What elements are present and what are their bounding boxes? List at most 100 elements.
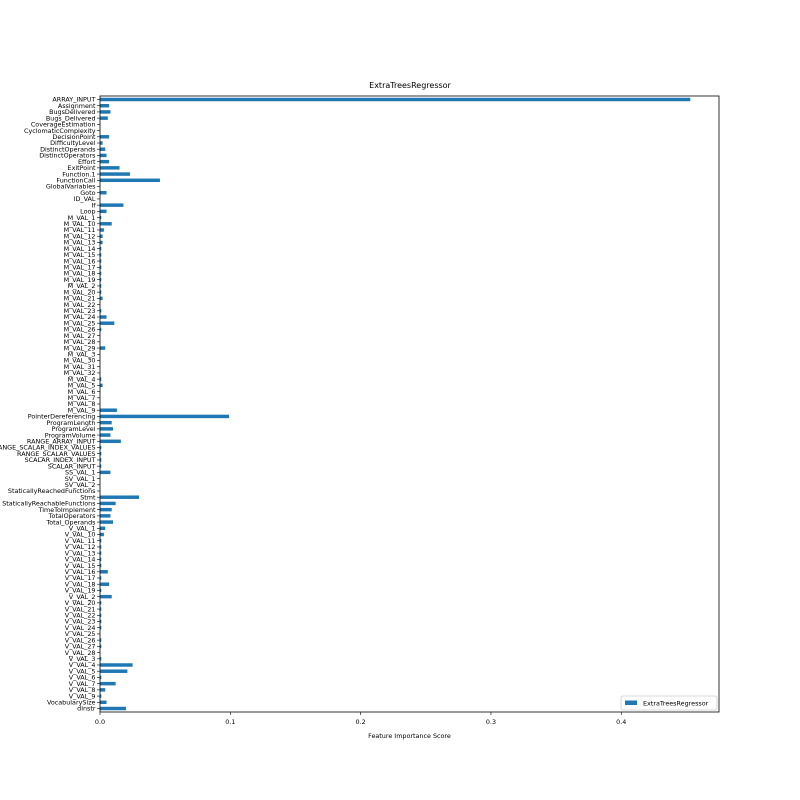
y-tick-label: TotalOperators — [48, 512, 97, 520]
y-tick-label: M_VAL_7 — [68, 394, 96, 402]
y-tick-label: Assignment — [58, 102, 96, 110]
y-tick-label: V_VAL_22 — [65, 611, 96, 619]
bar-m-val-19 — [100, 277, 102, 282]
bar-m-val-25 — [100, 321, 115, 325]
y-tick-label: DistinctOperands — [40, 145, 96, 153]
y-tick-label: M_VAL_2 — [68, 282, 96, 290]
y-tick-label: M_VAL_26 — [64, 326, 96, 334]
bar-v-val-24 — [100, 625, 102, 630]
bar-v-val-23 — [100, 619, 102, 624]
y-tick-label: M_VAL_1 — [68, 214, 96, 222]
y-tick-label: V_VAL_6 — [69, 674, 96, 682]
y-tick-label: M_VAL_15 — [64, 251, 96, 259]
bar-pointerdereferencing — [100, 414, 230, 419]
y-tick-label: M_VAL_21 — [64, 295, 96, 303]
legend-label: ExtraTreesRegressor — [643, 699, 709, 707]
y-tick-label: V_VAL_4 — [69, 661, 96, 669]
y-tick-label: SV_VAL_2 — [65, 481, 96, 489]
y-tick-label: V_VAL_23 — [65, 618, 96, 626]
bar-m-val-14 — [100, 246, 102, 251]
y-tick-label: V_VAL_3 — [69, 655, 96, 663]
bar-exitpoint — [100, 166, 120, 170]
bar-v-val-6 — [100, 675, 102, 680]
y-tick-label: M_VAL_12 — [64, 232, 96, 240]
y-tick-label: M_VAL_4 — [68, 375, 96, 383]
y-tick-label: dinstr — [77, 705, 96, 713]
y-tick-label: M_VAL_10 — [64, 220, 96, 228]
y-ticks-group: ARRAY_INPUTAssignmentBugsDeliveredBugs_D… — [0, 96, 100, 713]
bar-v-val-20 — [100, 601, 102, 605]
bar-v-val-14 — [100, 557, 102, 562]
y-tick-label: ProgramLength — [46, 419, 95, 427]
y-tick-label: M_VAL_22 — [64, 301, 96, 309]
y-tick-label: M_VAL_29 — [64, 344, 96, 352]
legend-swatch — [625, 700, 637, 705]
y-tick-label: M_VAL_28 — [64, 338, 96, 346]
y-tick-label: M_VAL_19 — [64, 276, 96, 284]
y-tick-label: Function.1 — [62, 170, 95, 178]
plot-frame — [99, 95, 720, 713]
y-tick-label: Loop — [80, 208, 95, 216]
y-tick-label: DecisionPoint — [52, 133, 96, 141]
y-tick-label: M_VAL_11 — [64, 226, 96, 234]
y-tick-label: V_VAL_27 — [65, 643, 96, 651]
y-tick-label: M_VAL_14 — [64, 245, 96, 253]
y-tick-label: V_VAL_1 — [69, 524, 96, 532]
x-tick-label: 0.1 — [225, 718, 235, 726]
bar-difficultylevel — [100, 141, 103, 145]
bar-decisionpoint — [100, 135, 110, 139]
y-tick-label: M_VAL_25 — [64, 319, 96, 327]
y-tick-label: V_VAL_16 — [65, 568, 96, 576]
y-tick-label: M_VAL_24 — [64, 313, 96, 321]
bar-ss-val-1 — [100, 470, 111, 475]
bar-v-val-13 — [100, 551, 102, 555]
bar-array-input — [100, 97, 691, 102]
y-tick-label: V_VAL_12 — [65, 543, 96, 551]
bar-m-val-16 — [100, 259, 102, 263]
y-tick-label: SS_VAL_1 — [65, 469, 95, 477]
y-tick-label: V_VAL_24 — [65, 624, 96, 632]
y-tick-label: V_VAL_13 — [65, 549, 96, 557]
y-tick-label: RANGE_ARRAY_INPUT — [27, 437, 96, 445]
bar-v-val-18 — [100, 582, 110, 586]
bar-m-val-1 — [100, 215, 102, 220]
bar-scalar-index-input — [100, 458, 102, 462]
bar-dinstr — [100, 706, 127, 711]
bar-v-val-2 — [100, 594, 112, 599]
bar-bugs-delivered — [100, 116, 108, 120]
bars-group — [100, 97, 691, 711]
x-tick-label: 0.0 — [95, 718, 105, 726]
bar-totaloperators — [100, 514, 111, 518]
y-tick-label: ProgramLevel — [52, 425, 96, 433]
y-tick-label: CyclomaticComplexity — [24, 127, 96, 135]
y-tick-label: M_VAL_31 — [64, 363, 96, 371]
y-tick-label: V_VAL_19 — [65, 587, 96, 595]
chart-title: ExtraTreesRegressor — [369, 81, 451, 90]
y-tick-label: M_VAL_16 — [64, 257, 96, 265]
x-tick-label: 0.2 — [356, 718, 366, 726]
y-tick-label: TimeToImplement — [38, 506, 96, 514]
bar-m-val-10 — [100, 222, 112, 226]
bar-v-val-15 — [100, 563, 102, 568]
y-tick-label: M_VAL_17 — [64, 263, 96, 271]
bar-scalar-input — [100, 464, 102, 468]
bar-total-operands — [100, 520, 114, 524]
y-tick-label: M_VAL_13 — [64, 239, 96, 247]
y-tick-label: M_VAL_18 — [64, 270, 96, 278]
bar-vocabularysize — [100, 700, 107, 705]
bar-stmt — [100, 495, 140, 499]
y-tick-label: M_VAL_6 — [68, 388, 96, 396]
y-tick-label: V_VAL_26 — [65, 636, 96, 644]
y-tick-label: ID_VAL — [74, 195, 96, 203]
y-tick-label: RANGE_SCALAR_VALUES — [17, 450, 95, 458]
y-tick-label: SV_VAL_1 — [65, 475, 96, 483]
bar-v-val-26 — [100, 638, 102, 642]
bar-programlength — [100, 420, 112, 425]
bar-function-1 — [100, 172, 130, 176]
x-ticks-group: 0.0 0.1 0.2 0.3 0.4 — [95, 712, 626, 726]
bar-m-val-13 — [100, 240, 103, 245]
y-tick-label: V_VAL_11 — [65, 537, 96, 545]
bar-range-scalar-values — [100, 451, 102, 456]
bar-loop — [100, 209, 107, 214]
